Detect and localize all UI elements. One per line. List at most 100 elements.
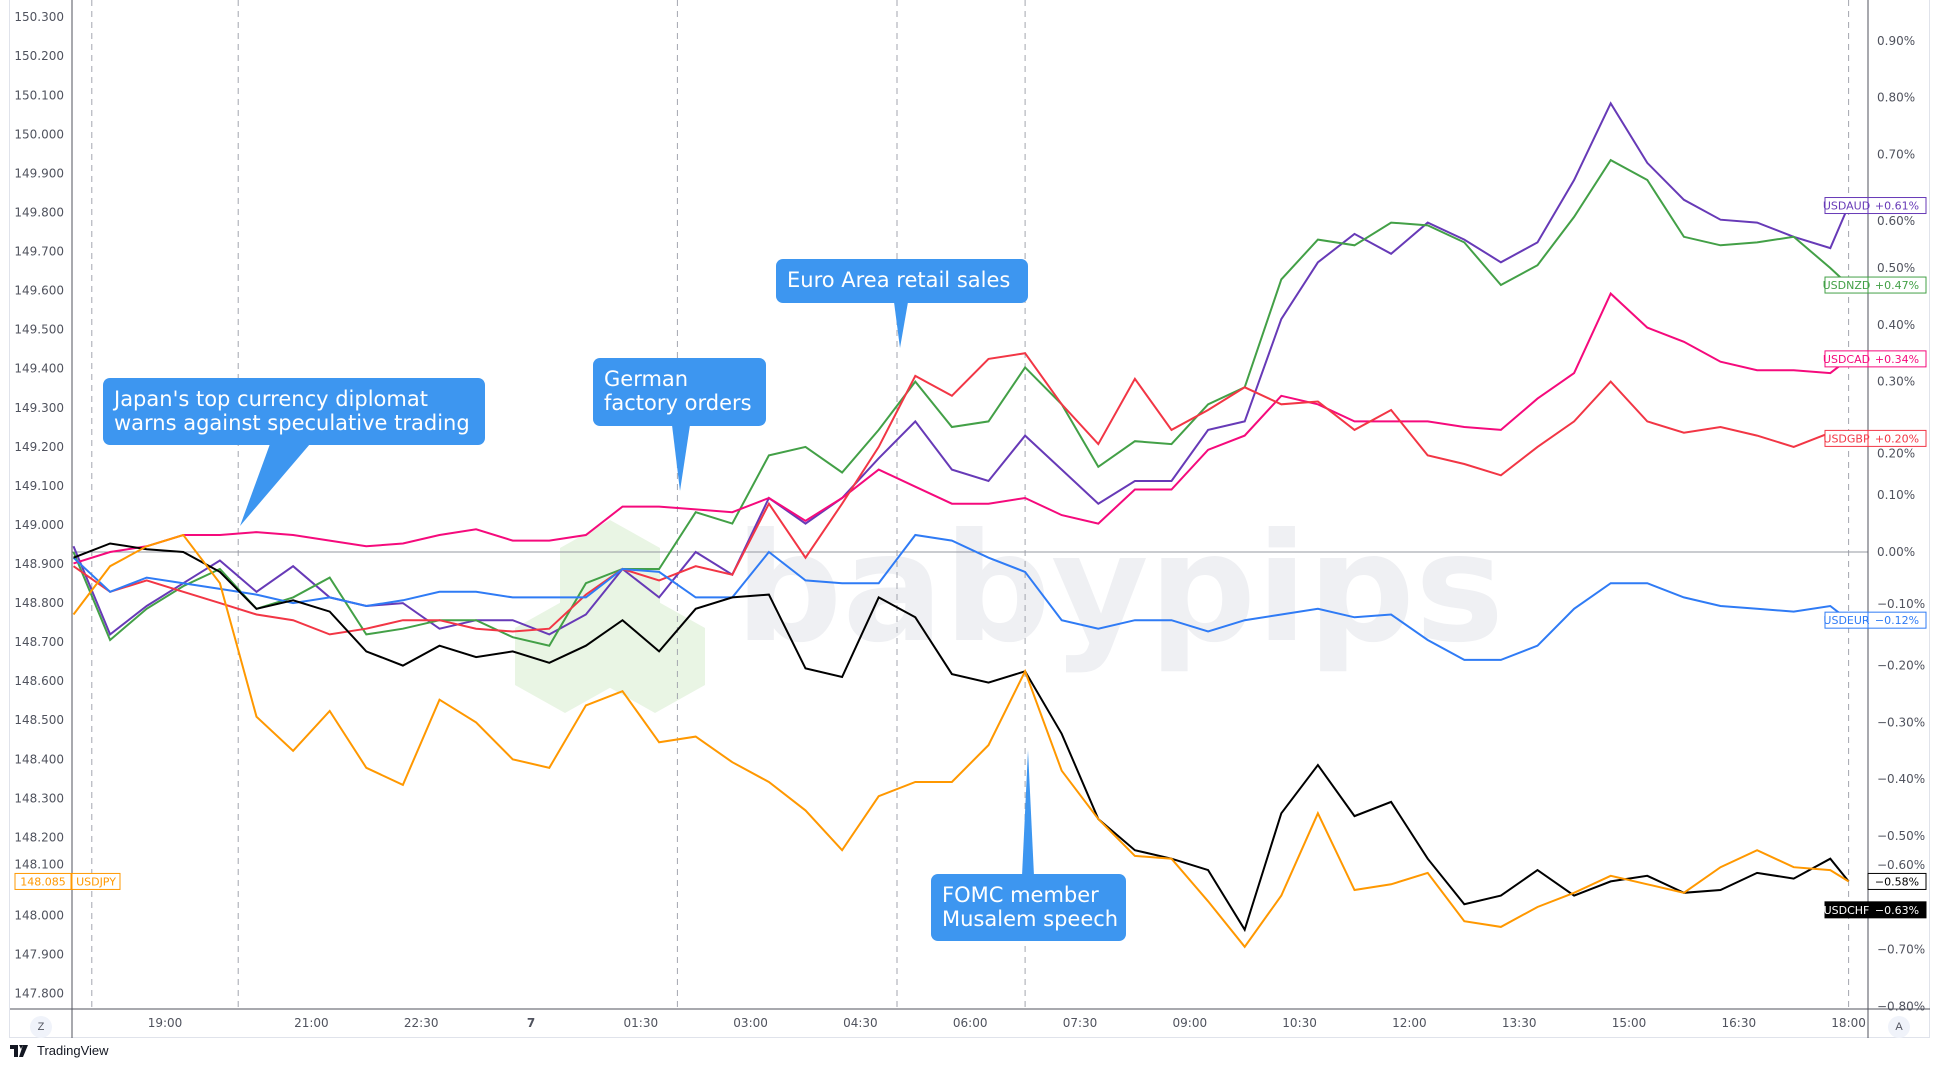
left-axis-tick-label: 149.300	[14, 401, 64, 415]
time-axis-tick-label: 22:30	[404, 1016, 439, 1030]
time-axis-tick-label: 13:30	[1502, 1016, 1537, 1030]
price-label-usdchf: USDCHF −0.63%	[1824, 901, 1927, 919]
left-axis-tick-label: 149.200	[14, 440, 64, 454]
left-axis-tick-label: 149.500	[14, 323, 64, 337]
left-axis-tick-label: 149.100	[14, 479, 64, 493]
right-axis-tick-label: 0.90%	[1877, 34, 1915, 48]
left-axis-tick-label: 148.000	[14, 909, 64, 923]
chart-frame	[9, 0, 1930, 1038]
price-label-usdaud: USDAUD +0.61%	[1823, 197, 1927, 215]
price-label-symbol: USDGBP	[1823, 432, 1870, 445]
right-axis-tick-label: 0.60%	[1877, 214, 1915, 228]
time-axis-tick-label: 18:00	[1831, 1016, 1866, 1030]
tradingview-logo-icon	[10, 1044, 28, 1057]
right-axis-tick-label: −0.80%	[1877, 999, 1925, 1013]
right-axis-tick-label: −0.10%	[1877, 597, 1925, 611]
price-label-symbol: USDCHF	[1824, 904, 1870, 917]
left-axis-tick-label: 149.800	[14, 205, 64, 219]
time-axis-tick-label: 15:00	[1612, 1016, 1647, 1030]
left-axis-tick-label: 149.600	[14, 284, 64, 298]
callout-pointer-fomc	[1022, 750, 1034, 876]
right-axis-tick-label: 0.50%	[1877, 261, 1915, 275]
watermark-text: babypips	[735, 502, 1504, 676]
watermark: babypips	[515, 502, 1504, 713]
left-axis-tick-label: 149.000	[14, 518, 64, 532]
price-label-symbol: USDAUD	[1823, 200, 1870, 213]
right-axis-tick-label: 0.80%	[1877, 91, 1915, 105]
price-label-usdjpy-left: 148.085 USDJPY	[14, 872, 121, 890]
series-line-usdeur[interactable]	[72, 533, 1850, 661]
time-axis-tick-label: 7	[527, 1016, 535, 1030]
left-axis-tick-label: 148.100	[14, 857, 64, 871]
price-label-value: +0.34%	[1875, 353, 1919, 366]
annotation-euro-retail-sales[interactable]: Euro Area retail sales	[776, 259, 1028, 303]
left-axis-tick-label: 148.800	[14, 596, 64, 610]
time-axis-tick-label: 12:00	[1392, 1016, 1427, 1030]
left-axis-tick-label: 148.300	[14, 791, 64, 805]
time-axis-tick-label: 04:30	[843, 1016, 878, 1030]
time-axis-tick-label: 01:30	[624, 1016, 659, 1030]
price-label-value: −0.12%	[1875, 614, 1919, 627]
left-axis-tick-label: 148.200	[14, 830, 64, 844]
price-label-usdgbp: USDGBP +0.20%	[1823, 429, 1927, 447]
time-axis-tick-label: 19:00	[148, 1016, 183, 1030]
annotation-german-factory-orders[interactable]: German factory orders	[593, 358, 766, 426]
right-axis-tick-label: 0.00%	[1877, 545, 1915, 559]
annotation-japan-diplomat[interactable]: Japan's top currency diplomat warns agai…	[103, 378, 485, 445]
time-axis-tick-label: 03:00	[733, 1016, 768, 1030]
auto-scale-button[interactable]: A	[1888, 1016, 1910, 1038]
series-line-usdcad[interactable]	[73, 291, 1850, 565]
left-axis-tick-label: 148.600	[14, 674, 64, 688]
footer: TradingView	[10, 1043, 109, 1058]
left-axis-tick-label: 150.200	[14, 49, 64, 63]
time-axis-tick-label: 16:30	[1722, 1016, 1757, 1030]
left-axis-tick-label: 147.800	[14, 987, 64, 1001]
right-axis-tick-label: 0.70%	[1877, 147, 1915, 161]
time-axis-tick-label: 10:30	[1282, 1016, 1317, 1030]
price-label-symbol: USDJPY	[76, 875, 116, 888]
price-label-value: −0.58%	[1875, 875, 1919, 888]
right-axis-tick-label: 0.10%	[1877, 488, 1915, 502]
callout-pointer-euro	[894, 302, 908, 348]
left-axis-tick-label: 150.000	[14, 127, 64, 141]
price-label-value: +0.20%	[1875, 432, 1919, 445]
left-axis-tick-label: 149.400	[14, 362, 64, 376]
tradingview-brand[interactable]: TradingView	[37, 1043, 109, 1058]
time-axis-tick-label: 06:00	[953, 1016, 988, 1030]
right-axis-tick-label: 0.20%	[1877, 446, 1915, 460]
right-axis-tick-label: −0.40%	[1877, 772, 1925, 786]
watermark-hexagons	[515, 520, 705, 713]
time-axis-tick-label: 07:30	[1063, 1016, 1098, 1030]
series-line-usdjpy[interactable]	[72, 533, 1850, 949]
right-axis-tick-label: −0.30%	[1877, 715, 1925, 729]
series-line-usdchf[interactable]	[73, 542, 1850, 933]
left-axis-tick-label: 150.300	[14, 10, 64, 24]
left-axis-tick-label: 147.900	[14, 948, 64, 962]
left-axis-tick-label: 148.700	[14, 635, 64, 649]
left-axis-tick-label: 149.700	[14, 245, 64, 259]
left-axis-tick-label: 148.900	[14, 557, 64, 571]
price-label-usdjpy-pct: −0.58%	[1867, 872, 1927, 890]
price-label-symbol: USDCAD	[1823, 353, 1870, 366]
right-axis-tick-label: −0.50%	[1877, 829, 1925, 843]
price-label-symbol: USDNZD	[1823, 279, 1871, 292]
log-scale-toggle-button[interactable]: Z	[30, 1016, 52, 1038]
right-axis-tick-label: −0.70%	[1877, 943, 1925, 957]
right-axis-tick-label: −0.60%	[1877, 858, 1925, 872]
callout-pointer-german	[672, 425, 690, 491]
left-axis-tick-label: 149.900	[14, 166, 64, 180]
time-axis-tick-label: 21:00	[294, 1016, 329, 1030]
annotation-fomc-musalem[interactable]: FOMC member Musalem speech	[931, 874, 1126, 941]
callout-pointer-japan	[240, 444, 310, 526]
right-axis-tick-label: 0.40%	[1877, 318, 1915, 332]
price-label-symbol: USDEUR	[1823, 614, 1870, 627]
right-axis-tick-label: −0.20%	[1877, 659, 1925, 673]
right-axis-tick-label: 0.30%	[1877, 375, 1915, 389]
series-line-usdgbp[interactable]	[72, 352, 1849, 636]
series-line-usdnzd[interactable]	[72, 158, 1850, 647]
callout-pointers	[240, 302, 1034, 876]
price-label-value: +0.61%	[1875, 200, 1919, 213]
price-label-usdcad: USDCAD +0.34%	[1823, 350, 1927, 368]
price-label-value: 148.085	[20, 875, 66, 888]
